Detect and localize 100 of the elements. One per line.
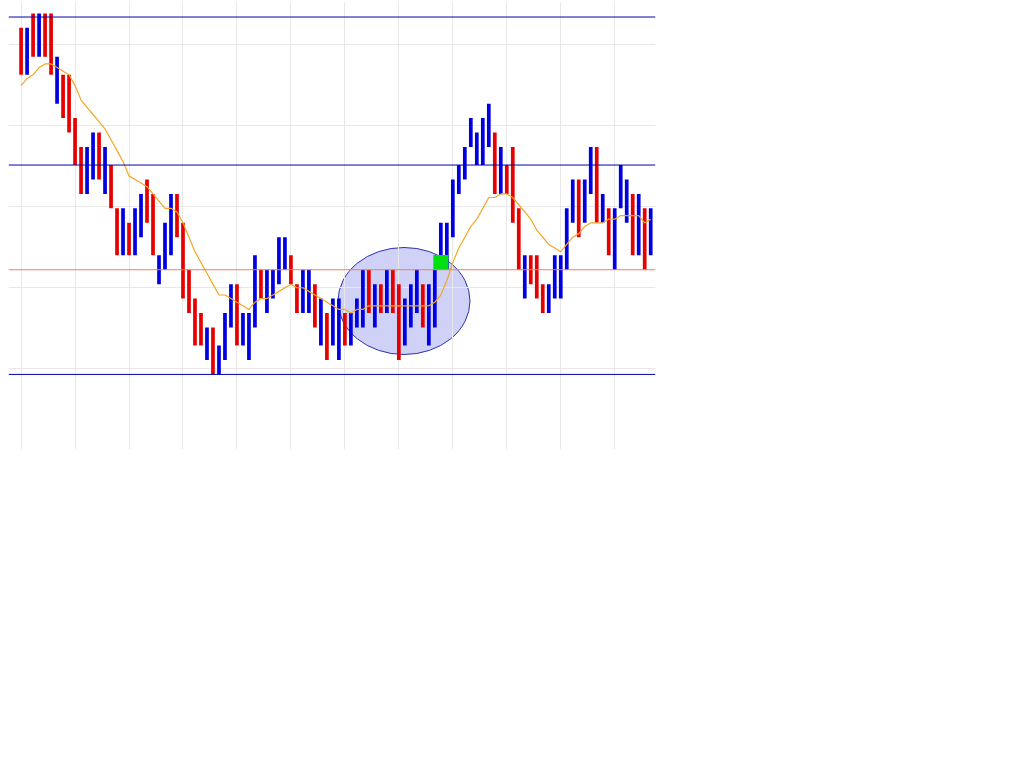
candlestick: [456, 165, 461, 194]
candlestick: [642, 208, 647, 270]
candlestick: [127, 222, 131, 256]
candlestick: [397, 284, 401, 360]
candlestick: [343, 313, 347, 346]
candlestick: [49, 13, 53, 75]
candlestick: [103, 146, 107, 194]
candlestick: [79, 146, 83, 194]
candlestick: [205, 327, 209, 360]
candlestick: [403, 298, 407, 346]
candlestick: [307, 269, 311, 314]
candlestick: [337, 298, 341, 360]
candlestick: [510, 146, 515, 223]
candlestick: [588, 146, 593, 194]
candlestick: [474, 132, 479, 166]
candlestick: [91, 132, 95, 180]
candlestick: [241, 313, 245, 346]
candlestick: [199, 313, 203, 346]
candlestick: [247, 313, 251, 360]
candlestick: [139, 193, 143, 238]
candlestick: [25, 27, 29, 75]
candlestick: [85, 146, 89, 194]
candlestick: [277, 237, 281, 285]
candlestick: [636, 193, 641, 256]
candlestick: [594, 146, 599, 223]
candlestick: [612, 208, 617, 270]
candlestick: [319, 298, 323, 346]
candlestick: [408, 284, 413, 328]
candlestick: [600, 193, 605, 223]
candlestick: [325, 313, 329, 360]
candlestick: [175, 193, 179, 238]
candlestick: [564, 208, 569, 270]
candlestick: [271, 269, 275, 299]
candlestick: [151, 193, 155, 256]
candlestick: [534, 255, 539, 299]
candlestick: [19, 27, 23, 75]
candlestick: [295, 284, 299, 314]
candlestick: [181, 222, 185, 299]
candlestick: [55, 56, 59, 104]
candlestick: [61, 74, 65, 119]
candlestick: [145, 179, 149, 223]
candlestick: [301, 269, 305, 314]
candlestick: [67, 74, 71, 133]
candlestick: [582, 179, 587, 223]
candlestick: [486, 103, 491, 147]
candlestick: [367, 269, 371, 314]
candlestick: [373, 284, 377, 328]
candlestick: [522, 255, 527, 299]
candlestick: [283, 237, 287, 270]
candlestick: [211, 327, 215, 375]
candlestick: [259, 269, 263, 299]
candlestick: [229, 284, 233, 328]
candlestick: [163, 222, 167, 270]
candlestick: [414, 269, 419, 314]
candlestick: [193, 298, 197, 346]
candlestick: [432, 269, 437, 328]
candlestick: [558, 255, 563, 299]
candlestick: [31, 13, 35, 57]
candlestick: [504, 165, 509, 194]
candlestick: [331, 298, 335, 346]
candlestick: [546, 284, 551, 314]
candlestick: [630, 193, 635, 256]
candlestick: [618, 165, 623, 209]
candlestick: [480, 118, 485, 166]
candlestick: [289, 255, 293, 285]
candlestick: [498, 146, 503, 194]
candlestick: [379, 284, 383, 314]
candlestick: [468, 118, 473, 147]
candlestick: [516, 208, 521, 270]
candlestick: [43, 13, 47, 57]
candlestick: [420, 284, 425, 328]
candlestick: [133, 208, 137, 256]
candlestick: [157, 255, 161, 285]
candlestick: [361, 269, 365, 328]
candlestick: [187, 269, 191, 314]
candlestick: [540, 284, 545, 314]
candlestick: [109, 165, 113, 209]
candlestick: [223, 313, 227, 360]
candlestick: [169, 193, 173, 256]
candlestick: [492, 132, 497, 194]
candlestick: [648, 208, 653, 256]
candlestick: [606, 208, 611, 256]
candlestick: [217, 345, 221, 375]
candlestick: [313, 284, 317, 328]
candlestick: [121, 208, 125, 256]
candlestick: [528, 255, 533, 285]
candlestick: [355, 298, 359, 328]
candlestick: [576, 179, 581, 238]
candlestick: [450, 179, 455, 238]
candlestick: [253, 255, 257, 328]
candlestick: [385, 269, 389, 314]
candlestick: [570, 179, 575, 223]
candlestick: [115, 208, 119, 256]
candlestick: [624, 179, 629, 223]
candlestick: [552, 255, 557, 299]
candlestick: [426, 284, 431, 346]
candlestick: [391, 269, 395, 314]
candlestick: [235, 284, 239, 346]
candlestick: [349, 313, 353, 346]
candlestick: [265, 269, 269, 314]
